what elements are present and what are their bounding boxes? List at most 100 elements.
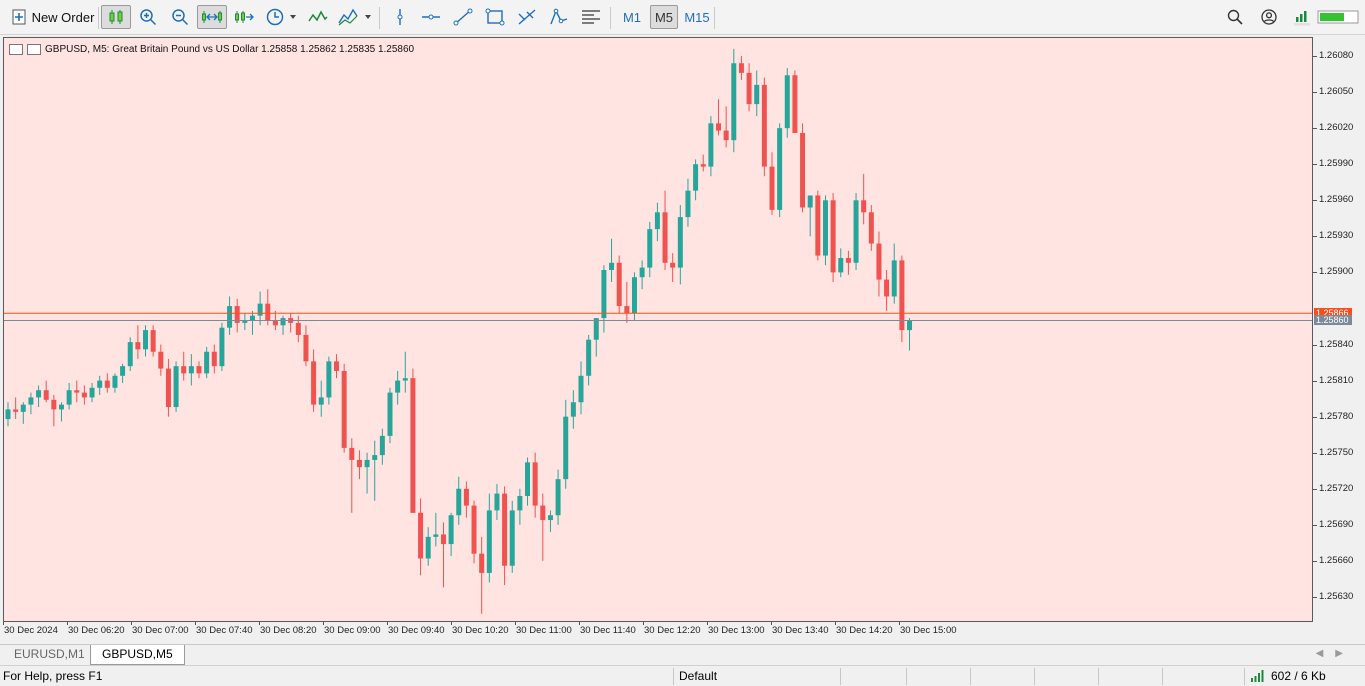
bear-candle: [272, 320, 278, 326]
chart-header: GBPUSD, M5: Great Britain Pound vs US Do…: [9, 42, 414, 56]
bull-candle: [242, 320, 248, 323]
fibonacci-button[interactable]: [515, 5, 539, 29]
toolbar-separator: [610, 7, 611, 29]
bull-candle: [593, 318, 599, 340]
timeframes-dropdown[interactable]: [263, 5, 299, 29]
bull-candle: [754, 84, 760, 105]
time-tick-label: 30 Dec 2024: [4, 625, 58, 636]
bear-candle: [540, 505, 546, 521]
bear-candle: [265, 303, 271, 321]
timeframe-m5-button[interactable]: M5: [650, 5, 678, 29]
bear-candle: [158, 351, 164, 369]
bull-candle: [494, 493, 500, 511]
clock-icon: [266, 8, 296, 26]
search-button[interactable]: [1224, 5, 1246, 29]
time-tick-label: 30 Dec 09:40: [388, 625, 445, 636]
bull-candle: [654, 212, 660, 230]
objects-list-button[interactable]: [579, 5, 603, 29]
price-tick-label: 1.25660: [1319, 554, 1354, 566]
rectangle-button[interactable]: [483, 5, 507, 29]
time-tick: [259, 622, 260, 625]
bull-candle: [219, 327, 225, 367]
price-tick: [1313, 488, 1317, 490]
bear-candle: [761, 84, 767, 167]
bear-candle: [51, 399, 57, 410]
price-axis[interactable]: 1.26080 1.26050 1.26020 1.25990 1.25960 1.259…: [1313, 37, 1365, 622]
status-divider: [1098, 668, 1099, 685]
bear-candle: [440, 534, 446, 545]
zoom-out-button[interactable]: [168, 5, 192, 29]
status-traffic: 602 / 6 Kb: [1271, 669, 1326, 683]
timeframe-m1-button[interactable]: M1: [622, 9, 642, 25]
price-tick: [1313, 596, 1317, 598]
status-profile: Default: [679, 669, 718, 683]
bull-candle: [127, 342, 133, 367]
candlestick-chart-button[interactable]: [101, 5, 131, 29]
zoom-in-button[interactable]: [136, 5, 160, 29]
chart-menu-icon[interactable]: [9, 43, 23, 55]
price-tick-label: 1.25840: [1319, 338, 1354, 350]
bear-candle: [135, 342, 141, 350]
bear-candle: [410, 378, 416, 513]
tab-scroll-arrows[interactable]: ◀▶: [1315, 648, 1355, 659]
bear-candle: [349, 447, 355, 460]
bull-candle: [227, 306, 233, 328]
bull-candle: [853, 200, 859, 263]
bull-candle: [563, 416, 569, 480]
time-tick: [643, 622, 644, 625]
rectangle-icon: [485, 8, 505, 26]
time-tick: [835, 622, 836, 625]
price-tick: [1313, 272, 1317, 274]
bear-candle: [624, 306, 630, 314]
indicators-button[interactable]: [306, 5, 330, 29]
account-button[interactable]: [1258, 5, 1280, 29]
templates-dropdown[interactable]: [336, 5, 374, 29]
time-tick: [707, 622, 708, 625]
bull-candle: [326, 361, 332, 398]
bear-candle: [800, 132, 806, 208]
bull-candle: [578, 375, 584, 403]
elliott-wave-button[interactable]: [547, 5, 571, 29]
bull-candle: [456, 488, 462, 516]
bear-candle: [463, 488, 469, 506]
price-tick-label: 1.25780: [1319, 410, 1354, 422]
bull-candle: [112, 375, 118, 388]
tab-gbpusd-m5[interactable]: GBPUSD,M5: [90, 645, 185, 665]
bear-candle: [532, 462, 538, 506]
toolbar-separator: [714, 7, 715, 29]
bull-candle: [822, 200, 828, 256]
time-tick: [771, 622, 772, 625]
elliott-wave-icon: [550, 8, 568, 25]
price-tick: [1313, 416, 1317, 418]
bull-candle: [609, 262, 615, 270]
new-order-button[interactable]: New Order: [10, 5, 96, 29]
bull-candle: [647, 229, 653, 268]
price-tick-label: 1.25810: [1319, 374, 1354, 386]
price-tick-label: 1.25900: [1319, 266, 1354, 278]
chart-type-icon[interactable]: [27, 43, 41, 55]
bull-candle: [387, 392, 393, 436]
bear-candle: [662, 212, 668, 263]
chart-window[interactable]: GBPUSD, M5: Great Britain Pound vs US Do…: [3, 37, 1313, 622]
bull-candle: [395, 380, 401, 393]
status-divider: [906, 668, 907, 685]
chart-shift-button[interactable]: [231, 5, 257, 29]
bear-candle: [418, 512, 424, 559]
price-tick: [1313, 344, 1317, 346]
horizontal-line-button[interactable]: [419, 5, 443, 29]
traffic-bars-icon: [1251, 670, 1264, 682]
bear-candle: [792, 75, 798, 133]
tab-eurusd-m1[interactable]: EURUSD,M1: [14, 647, 85, 661]
timeframe-m15-button[interactable]: M15: [684, 9, 710, 25]
time-axis[interactable]: 30 Dec 2024 30 Dec 06:20 30 Dec 07:00 30 De…: [0, 622, 1313, 644]
candlestick-chart[interactable]: [4, 38, 1312, 621]
battery-bar-icon: [1317, 10, 1359, 24]
bear-candle: [861, 200, 867, 213]
trendline-button[interactable]: [451, 5, 475, 29]
time-tick-label: 30 Dec 13:40: [772, 625, 829, 636]
bear-candle: [899, 260, 905, 331]
bull-candle: [891, 260, 897, 297]
vertical-line-button[interactable]: [388, 5, 412, 29]
price-tick: [1313, 560, 1317, 562]
autoscroll-button[interactable]: [197, 5, 227, 29]
